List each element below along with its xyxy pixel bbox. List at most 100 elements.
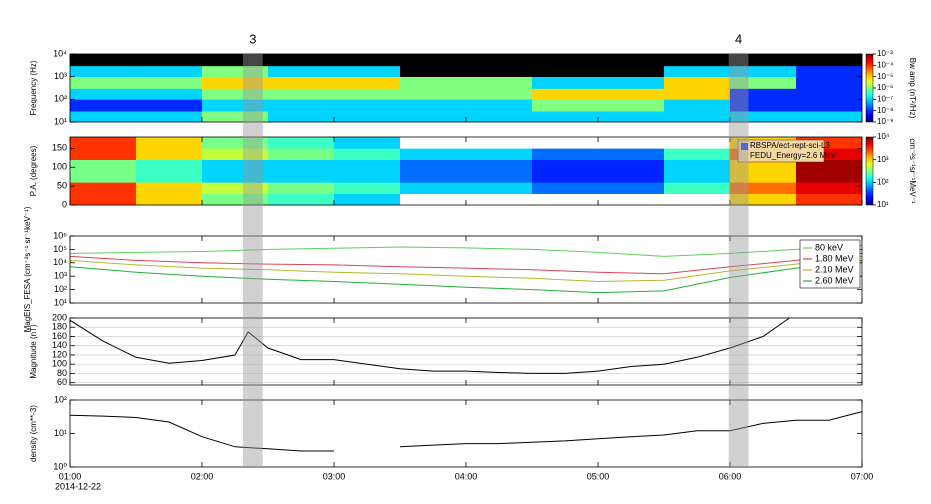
heatmap-cell xyxy=(334,54,401,67)
heatmap-cell xyxy=(136,137,203,149)
heatmap-cell xyxy=(532,88,599,100)
heatmap-cell xyxy=(730,193,797,206)
heatmap-cell xyxy=(400,54,467,67)
event-label: 3 xyxy=(249,31,256,46)
heatmap-cell xyxy=(400,111,467,123)
y-tick-label: 10² xyxy=(54,394,67,404)
heatmap-cell xyxy=(136,182,203,194)
heatmap-cell xyxy=(730,54,797,67)
heatmap-cell xyxy=(466,111,533,123)
heatmap-cell xyxy=(202,193,269,206)
heatmap-cell xyxy=(466,65,533,77)
heatmap-cell xyxy=(796,159,863,172)
heatmap-cell xyxy=(202,182,269,194)
colorbar-tick-label: 10⁴ xyxy=(877,132,890,141)
heatmap-cell xyxy=(268,111,335,123)
heatmap-cell xyxy=(400,193,467,206)
colorbar-tick-label: 10⁻³ xyxy=(877,49,893,58)
plot-frame xyxy=(69,235,863,304)
y-tick-label: 140 xyxy=(52,340,67,350)
colorbar-tick-label: 10⁻⁷ xyxy=(877,94,893,103)
heatmap-cell xyxy=(664,111,731,123)
y-tick-label: 100 xyxy=(52,359,67,369)
heatmap-cell xyxy=(730,88,797,100)
heatmap-cell xyxy=(136,76,203,89)
legend-label: RBSPA/ect-rept-sci-L3 xyxy=(750,141,830,150)
data-line xyxy=(69,255,863,283)
colorbar-tick-label: 10³ xyxy=(877,155,889,164)
colorbar-tick-label: 10⁻⁴ xyxy=(877,60,894,69)
heatmap-cell xyxy=(730,182,797,194)
colorbar xyxy=(865,136,874,206)
y-tick-label: 160 xyxy=(52,331,67,341)
y-tick-label: 10⁵ xyxy=(53,244,67,254)
heatmap-cell xyxy=(334,159,401,172)
heatmap-cell xyxy=(136,54,203,67)
heatmap-cell xyxy=(202,137,269,149)
heatmap-cell xyxy=(466,88,533,100)
legend-label: 2.60 MeV xyxy=(815,275,854,285)
heatmap-cell xyxy=(466,171,533,183)
heatmap-cell xyxy=(70,137,137,149)
plot-frame xyxy=(69,53,863,123)
heatmap-cell xyxy=(796,111,863,123)
heatmap-cell xyxy=(466,182,533,194)
heatmap-cell xyxy=(796,193,863,206)
plot-frame xyxy=(69,136,863,206)
heatmap-cell xyxy=(730,65,797,77)
event-band xyxy=(728,54,749,467)
heatmap-cell xyxy=(598,148,665,160)
y-tick-label: 80 xyxy=(57,368,67,378)
heatmap-cell xyxy=(598,99,665,112)
heatmap-cell xyxy=(796,54,863,67)
heatmap-cell xyxy=(202,171,269,183)
heatmap-cell xyxy=(136,65,203,77)
heatmap-cell xyxy=(202,159,269,172)
heatmap-cell xyxy=(796,88,863,100)
heatmap-cell xyxy=(202,88,269,100)
data-line xyxy=(69,259,863,294)
x-tick-label: 04:00 xyxy=(455,471,478,481)
heatmap-cell xyxy=(268,88,335,100)
y-tick-label: 10¹ xyxy=(54,116,67,126)
y-tick-label: 180 xyxy=(52,322,67,332)
heatmap-cell xyxy=(136,193,203,206)
heatmap-cell xyxy=(796,137,863,149)
heatmap-cell xyxy=(268,193,335,206)
y-tick-label: 200 xyxy=(52,312,67,322)
legend-box xyxy=(737,139,825,163)
heatmap-cell xyxy=(664,54,731,67)
heatmap-cell xyxy=(664,148,731,160)
heatmap-cell xyxy=(796,76,863,89)
y-tick-label: 10³ xyxy=(54,271,67,281)
legend-label: 1.80 MeV xyxy=(815,253,854,263)
heatmap-cell xyxy=(400,88,467,100)
heatmap-cell xyxy=(466,137,533,149)
x-tick-label: 06:00 xyxy=(719,471,742,481)
y-tick-label: 10⁶ xyxy=(53,230,67,240)
x-tick-label: 02:00 xyxy=(191,471,214,481)
y-tick-label: 10³ xyxy=(54,71,67,81)
y-axis-label: density (cm**-3) xyxy=(29,405,38,462)
plot-frame xyxy=(69,399,863,468)
heatmap-cell xyxy=(70,193,137,206)
heatmap-cell xyxy=(70,171,137,183)
heatmap-cell xyxy=(202,111,269,123)
heatmap-cell xyxy=(532,171,599,183)
colorbar-tick-label: 10⁻⁶ xyxy=(877,83,893,92)
heatmap-cell xyxy=(136,99,203,112)
heatmap-cell xyxy=(532,193,599,206)
heatmap-cell xyxy=(400,159,467,172)
heatmap-cell xyxy=(466,148,533,160)
heatmap-cell xyxy=(70,88,137,100)
heatmap-cell xyxy=(466,193,533,206)
colorbar-tick-label: 10⁻⁸ xyxy=(877,106,894,115)
y-tick-label: 10⁴ xyxy=(53,48,67,58)
heatmap-cell xyxy=(664,193,731,206)
heatmap-cell xyxy=(136,159,203,172)
heatmap-cell xyxy=(466,54,533,67)
heatmap-cell xyxy=(664,137,731,149)
heatmap-cell xyxy=(466,76,533,89)
y-tick-label: 10² xyxy=(54,94,67,104)
y-tick-label: 10¹ xyxy=(54,428,67,438)
